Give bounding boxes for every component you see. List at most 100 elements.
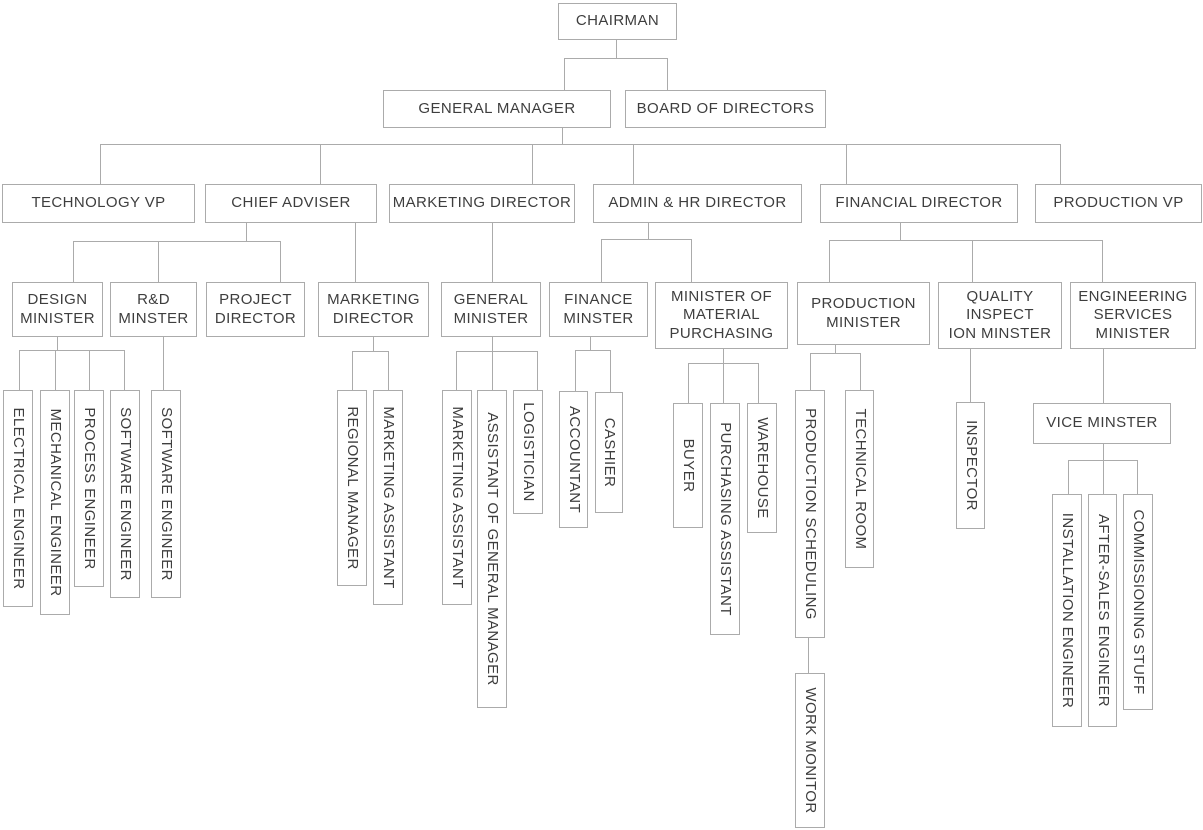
node-technology-vp: TECHNOLOGY VP [2, 184, 195, 223]
connector-line [616, 40, 617, 58]
node-label: MARKETING ASSISTANT [380, 406, 398, 589]
connector-line [758, 363, 759, 403]
node-label: WORK MONITOR [802, 687, 820, 814]
node-marketing-assistant-1: MARKETING ASSISTANT [373, 390, 403, 605]
node-assistant-of-general-manager: ASSISTANT OF GENERAL MANAGER [477, 390, 507, 708]
connector-line [100, 144, 1060, 145]
connector-line [57, 337, 58, 350]
node-quality-inspection-minster: QUALITY INSPECT ION MINSTER [938, 282, 1062, 349]
node-label: INSPECTOR [962, 420, 980, 511]
node-label: WAREHOUSE [754, 417, 772, 519]
node-purchasing-assistant: PURCHASING ASSISTANT [710, 403, 740, 635]
node-software-engineer-1: SOFTWARE ENGINEER [110, 390, 140, 598]
node-board-of-directors: BOARD OF DIRECTORS [625, 90, 826, 128]
connector-line [648, 223, 649, 239]
node-production-minister: PRODUCTION MINISTER [797, 282, 930, 345]
connector-line [1103, 444, 1104, 494]
connector-line [610, 350, 611, 392]
connector-line [667, 58, 668, 90]
node-label: AFTER-SALES ENGINEER [1094, 513, 1112, 708]
node-marketing-director-level3: MARKETING DIRECTOR [318, 282, 429, 337]
connector-line [723, 349, 724, 403]
connector-line [352, 351, 353, 390]
node-label: CASHIER [601, 417, 619, 488]
connector-line [352, 351, 388, 352]
connector-line [1103, 349, 1104, 403]
node-commissioning-stuff: COMMISSIONING STUFF [1123, 494, 1153, 710]
node-financial-director: FINANCIAL DIRECTOR [820, 184, 1018, 223]
connector-line [55, 350, 56, 390]
connector-line [163, 337, 164, 390]
connector-line [688, 363, 758, 364]
connector-line [691, 239, 692, 282]
connector-line [575, 350, 610, 351]
node-work-monitor: WORK MONITOR [795, 673, 825, 828]
node-marketing-assistant-2: MARKETING ASSISTANT [442, 390, 472, 605]
connector-line [73, 241, 280, 242]
connector-line [492, 337, 493, 390]
node-mechanical-engineer: MECHANICAL ENGINEER [40, 390, 70, 615]
node-label: ASSISTANT OF GENERAL MANAGER [484, 412, 502, 686]
node-inspector: INSPECTOR [956, 402, 985, 529]
node-warehouse: WAREHOUSE [747, 403, 777, 533]
connector-line [373, 337, 374, 351]
node-label: INSTALLATION ENGINEER [1059, 512, 1077, 709]
connector-line [846, 144, 847, 184]
connector-line [355, 223, 356, 282]
connector-line [564, 58, 667, 59]
connector-line [456, 351, 537, 352]
connector-line [280, 241, 281, 282]
connector-line [829, 240, 1102, 241]
node-rd-minster: R&D MINSTER [110, 282, 197, 337]
connector-line [19, 350, 124, 351]
connector-line [1068, 460, 1137, 461]
node-label: REGIONAL MANAGER [344, 406, 362, 570]
node-label: PROCESS ENGINEER [81, 407, 99, 570]
connector-line [575, 350, 576, 391]
connector-line [320, 144, 321, 184]
connector-line [810, 353, 860, 354]
node-label: ACCOUNTANT [565, 405, 583, 514]
connector-line [900, 223, 901, 240]
node-after-sales-engineer: AFTER-SALES ENGINEER [1088, 494, 1117, 727]
connector-line [835, 345, 836, 353]
node-engineering-services-minister: ENGINEERING SERVICES MINISTER [1070, 282, 1196, 349]
node-label: MARKETING ASSISTANT [449, 406, 467, 589]
connector-line [532, 144, 533, 184]
connector-line [562, 128, 563, 144]
connector-line [1102, 240, 1103, 282]
node-logistician: LOGISTICIAN [513, 390, 543, 514]
node-buyer: BUYER [673, 403, 703, 528]
connector-line [810, 353, 811, 390]
connector-line [829, 240, 830, 282]
connector-line [1137, 460, 1138, 494]
node-minister-of-material-purchasing: MINISTER OF MATERIAL PURCHASING [655, 282, 788, 349]
node-chairman: CHAIRMAN [558, 3, 677, 40]
connector-line [970, 349, 971, 402]
node-cashier: CASHIER [595, 392, 623, 513]
connector-line [1060, 144, 1061, 184]
node-label: SOFTWARE ENGINEER [117, 407, 135, 581]
connector-line [456, 351, 457, 390]
node-label: SOFTWARE ENGINEER [158, 407, 176, 581]
connector-line [633, 144, 634, 184]
connector-line [100, 144, 101, 184]
node-label: LOGISTICIAN [520, 402, 538, 502]
node-installation-engineer: INSTALLATION ENGINEER [1052, 494, 1082, 727]
node-finance-minster: FINANCE MINSTER [549, 282, 648, 337]
node-process-engineer: PROCESS ENGINEER [74, 390, 104, 587]
connector-line [601, 239, 602, 282]
node-general-manager: GENERAL MANAGER [383, 90, 611, 128]
node-general-minister: GENERAL MINISTER [441, 282, 541, 337]
node-label: PRODUCTION SCHEDULING [802, 408, 820, 620]
node-label: BUYER [680, 438, 698, 493]
node-admin-hr-director: ADMIN & HR DIRECTOR [593, 184, 802, 223]
node-electrical-engineer: ELECTRICAL ENGINEER [3, 390, 33, 607]
node-chief-adviser: CHIEF ADVISER [205, 184, 377, 223]
node-label: MECHANICAL ENGINEER [47, 408, 65, 597]
connector-line [601, 239, 691, 240]
node-label: TECHNICAL ROOM [851, 408, 869, 550]
connector-line [688, 363, 689, 403]
connector-line [124, 350, 125, 390]
